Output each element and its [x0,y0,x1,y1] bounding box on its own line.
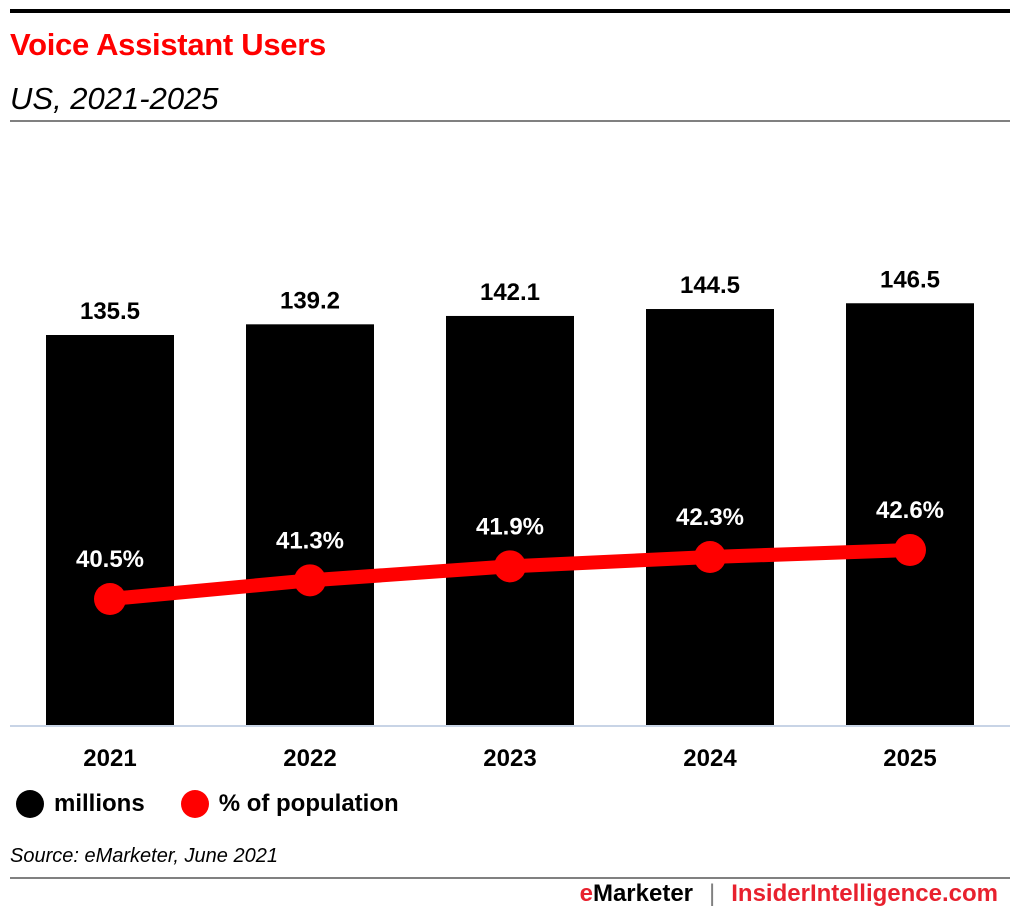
source-note: Source: eMarketer, June 2021 [10,845,278,867]
bar-value-label-2024: 144.5 [680,272,740,299]
bar-value-label-2023: 142.1 [480,279,540,306]
bar-2024 [646,309,774,726]
population-label-2021: 40.5% [76,546,144,573]
chart-title: Voice Assistant Users [10,27,326,62]
x-tick-label-2025: 2025 [883,745,936,772]
top-rule [10,9,1010,13]
legend-item-millions: millions [16,790,145,818]
bar-value-label-2021: 135.5 [80,298,140,325]
bar-2021 [46,335,174,726]
population-point-2021 [94,583,126,615]
population-point-2023 [494,550,526,583]
legend-label-population: % of population [218,790,399,817]
x-tick-label-2024: 2024 [683,745,737,772]
brand-marketer: Marketer [592,880,694,907]
footer-site-link[interactable]: InsiderIntelligence.com [731,880,998,907]
x-tick-label-2021: 2021 [83,745,136,772]
population-point-2022 [294,564,326,597]
footer-brand: e Marketer | InsiderIntelligence.com [580,880,998,908]
legend-item-population: % of population [180,790,399,818]
chart-area: 135.5 139.2 142.1 144.5 146.5 2021 2022 2023 202… [10,266,1010,772]
x-tick-label-2022: 2022 [283,745,336,772]
legend-swatch-millions [16,790,44,818]
footer-separator: | [709,880,716,907]
population-label-2024: 42.3% [676,504,744,531]
population-point-2025 [894,534,926,567]
population-label-2025: 42.6% [876,497,944,524]
footer-divider [10,877,1010,879]
population-point-2024 [694,541,726,574]
chart-subtitle: US, 2021-2025 [10,81,219,116]
brand-e: e [579,880,593,907]
legend-swatch-population [180,790,209,818]
bar-value-label-2022: 139.2 [280,287,340,314]
subtitle-divider [10,120,1010,122]
bar-value-label-2025: 146.5 [880,266,940,293]
bar-2025 [846,303,974,726]
population-label-2023: 41.9% [476,513,544,540]
population-label-2022: 41.3% [276,527,344,554]
bar-2023 [446,315,574,726]
legend-label-millions: millions [54,790,145,817]
x-tick-label-2023: 2023 [483,745,536,772]
legend: millions % of population [16,790,435,818]
bar-2022 [246,324,374,726]
